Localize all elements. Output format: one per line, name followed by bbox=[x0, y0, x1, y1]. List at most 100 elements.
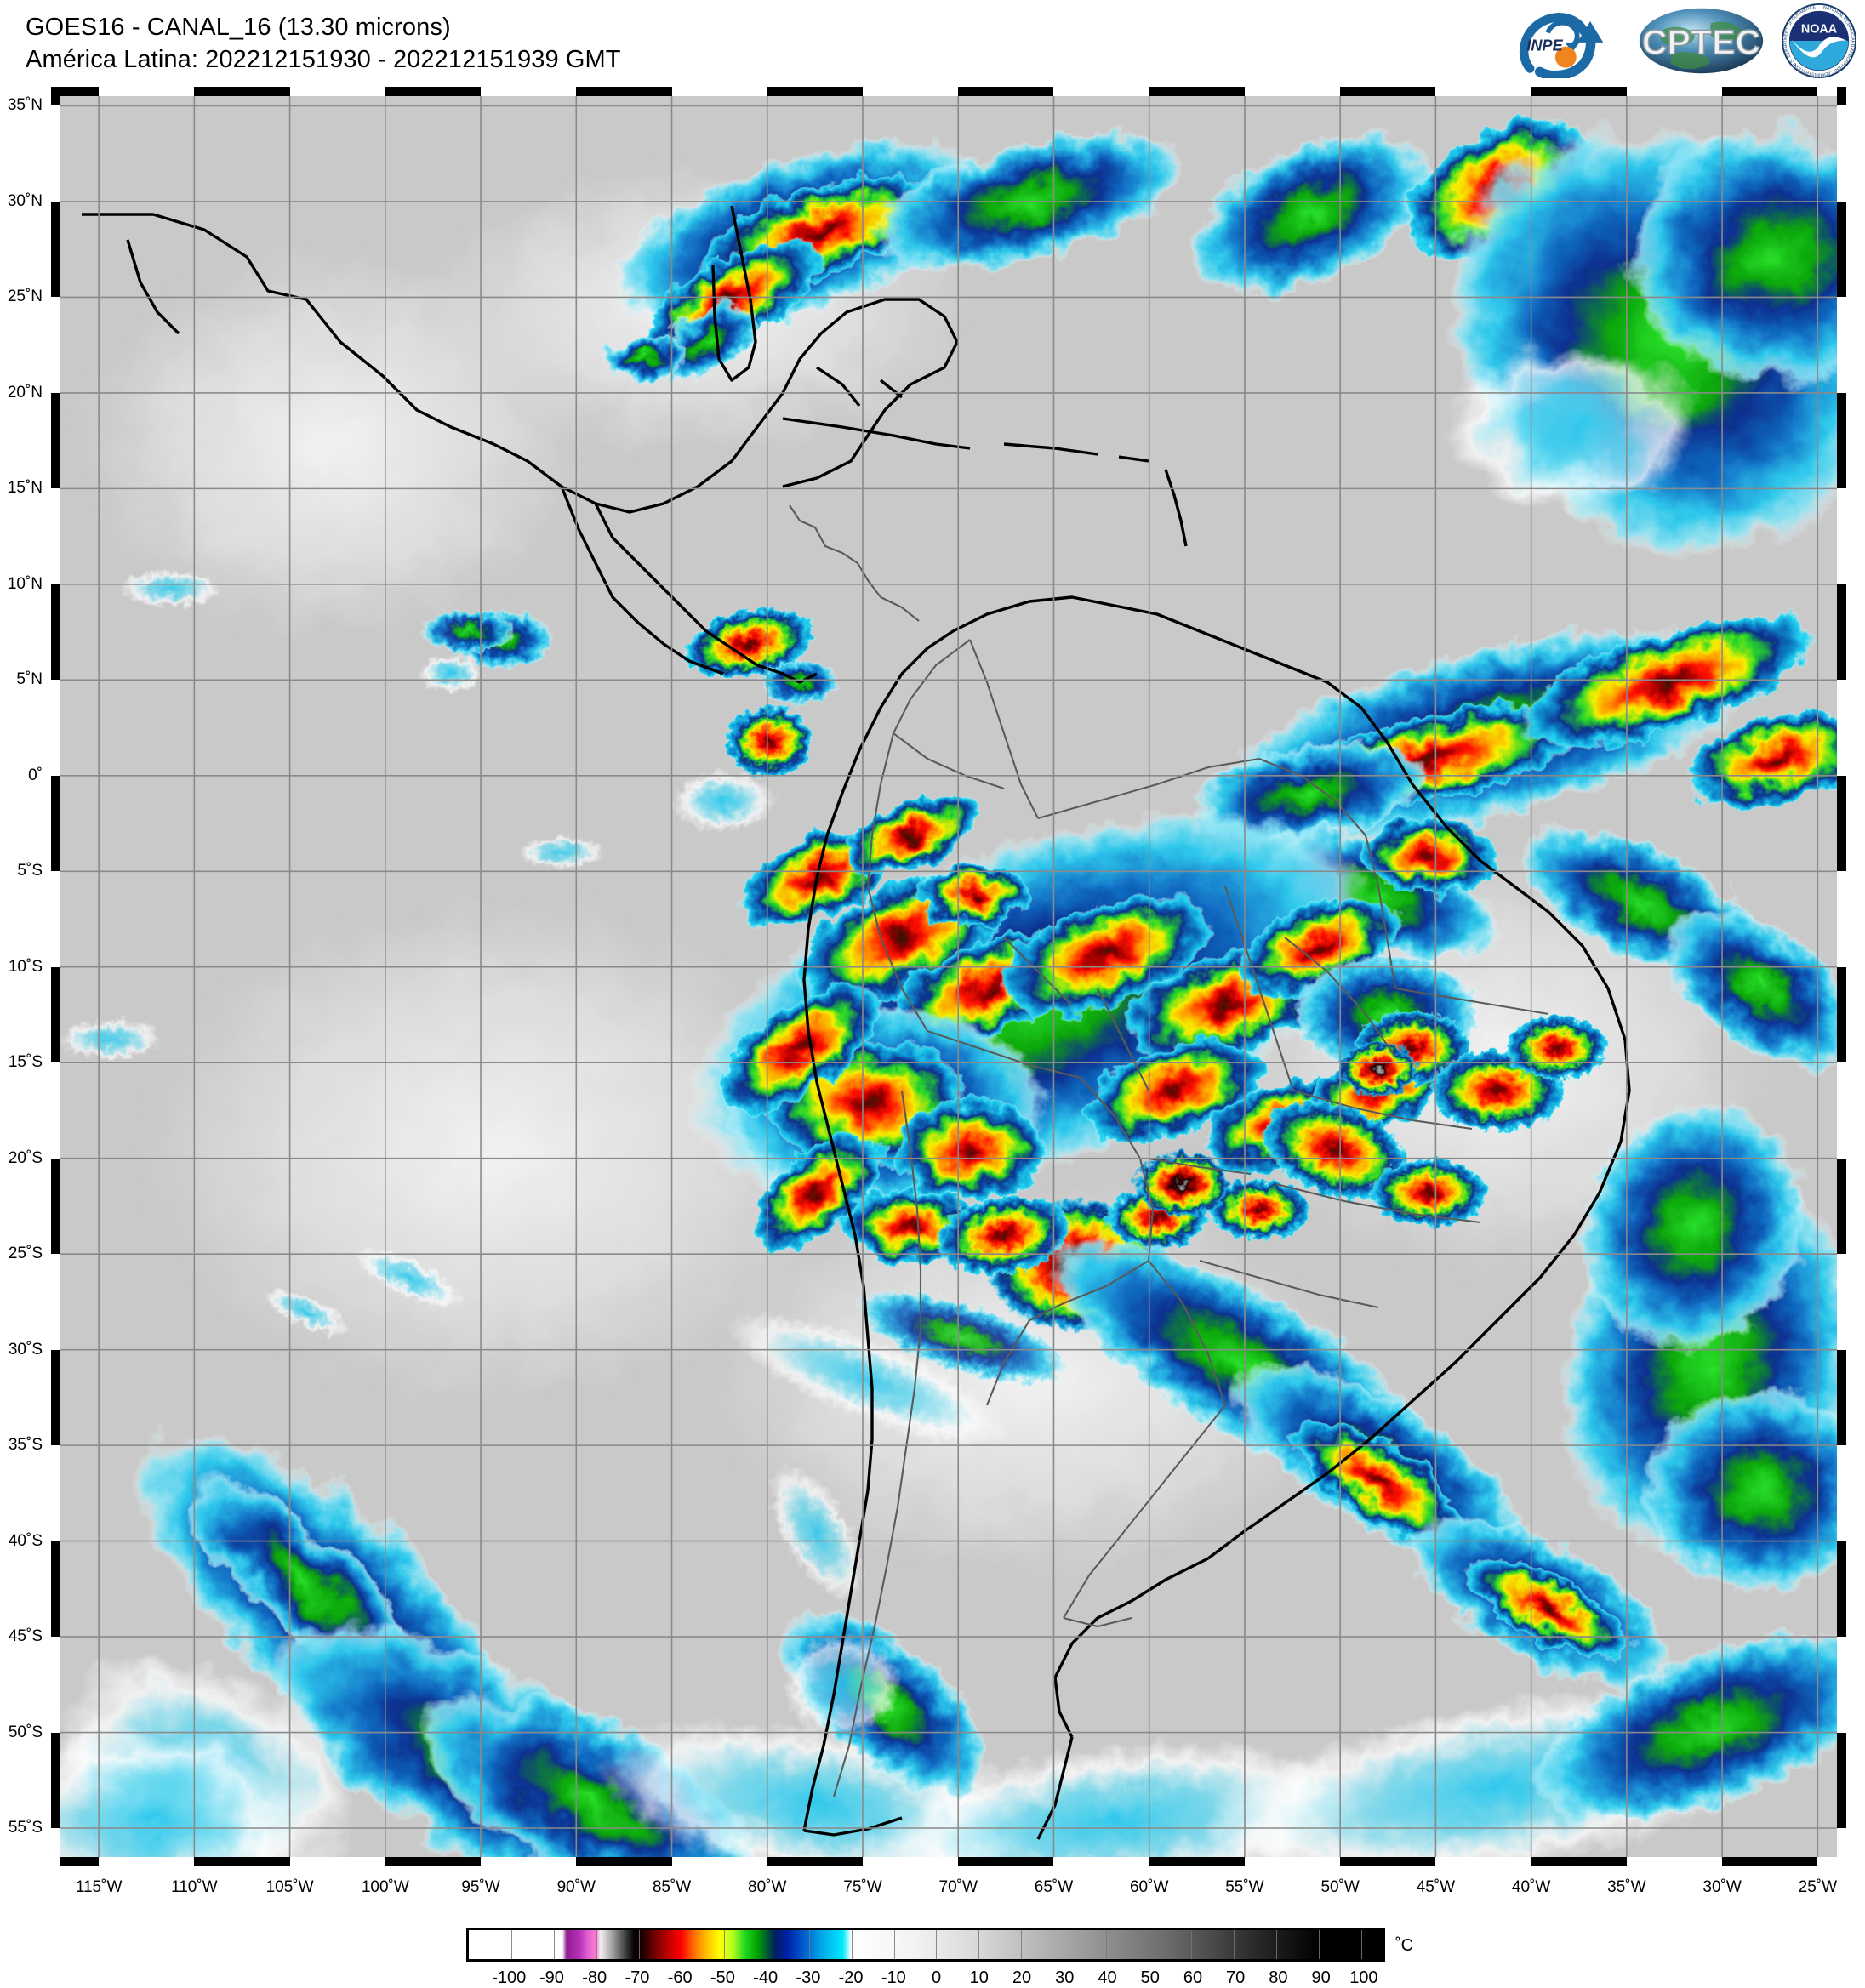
lon-tick-label: 35˚W bbox=[1607, 1878, 1646, 1896]
colorbar-tick-label: 60 bbox=[1183, 1968, 1203, 1987]
colorbar-gradient bbox=[469, 1930, 1383, 1959]
colorbar-tick-label: 20 bbox=[1012, 1968, 1032, 1987]
map-canvas[interactable] bbox=[51, 87, 1846, 1866]
colorbar-tick-label: 40 bbox=[1098, 1968, 1117, 1987]
lon-tick-label: 50˚W bbox=[1320, 1878, 1360, 1896]
lon-tick-label: 95˚W bbox=[461, 1878, 500, 1896]
lat-tick-label: 25˚S bbox=[8, 1245, 43, 1263]
colorbar-tick bbox=[978, 1930, 980, 1959]
noaa-center-text: NOAA bbox=[1801, 22, 1837, 36]
svg-text:CPTEC: CPTEC bbox=[1642, 22, 1760, 61]
colorbar-tick bbox=[936, 1930, 938, 1959]
lat-tick-label: 5˚N bbox=[16, 670, 43, 689]
satellite-map[interactable] bbox=[45, 81, 1852, 1872]
lon-tick-label: 70˚W bbox=[938, 1878, 978, 1896]
colorbar-tick bbox=[1021, 1930, 1023, 1959]
neatline-right bbox=[1837, 87, 1846, 1866]
lat-tick-label: 30˚N bbox=[7, 191, 43, 210]
lon-tick-label: 85˚W bbox=[652, 1878, 692, 1896]
colorbar-tick-label: -80 bbox=[582, 1968, 607, 1987]
lon-tick-label: 80˚W bbox=[748, 1878, 787, 1896]
lon-tick-label: 105˚W bbox=[265, 1878, 314, 1896]
header: GOES16 - CANAL_16 (13.30 microns) Améric… bbox=[0, 0, 1865, 82]
colorbar-tick-label: 10 bbox=[969, 1968, 989, 1987]
colorbar-tick-label: -100 bbox=[492, 1968, 527, 1987]
svg-text:INPE: INPE bbox=[1526, 37, 1563, 54]
lon-tick-label: 110˚W bbox=[171, 1878, 218, 1896]
lat-lon-graticule bbox=[51, 87, 1846, 1866]
colorbar-tick-label: 30 bbox=[1055, 1968, 1075, 1987]
cptec-logo: CPTEC bbox=[1639, 8, 1764, 74]
title-line-product: GOES16 - CANAL_16 (13.30 microns) bbox=[26, 14, 451, 41]
lat-tick-label: 10˚S bbox=[8, 957, 43, 976]
lat-tick-label: 15˚N bbox=[7, 479, 43, 498]
lon-tick-label: 75˚W bbox=[843, 1878, 882, 1896]
lon-tick-label: 100˚W bbox=[361, 1878, 409, 1896]
colorbar-tick bbox=[1361, 1930, 1363, 1959]
country-borders bbox=[789, 504, 1549, 1797]
noaa-logo: NOAA NATIONAL OCEANIC AND ATMOSPHERIC AD… bbox=[1782, 3, 1856, 78]
colorbar-tick-label: 50 bbox=[1140, 1968, 1160, 1987]
colorbar-tick bbox=[510, 1930, 512, 1959]
colorbar-tick-label: 0 bbox=[931, 1968, 942, 1987]
colorbar-tick bbox=[596, 1930, 597, 1959]
colorbar-tick bbox=[723, 1930, 725, 1959]
logo-row: INPE CPTEC NOAA bbox=[1515, 2, 1856, 80]
colorbar[interactable]: ˚C -100 -90 -80 -70 -60 -50 -40 -30 -20 -10 0 10 20 3… bbox=[0, 1916, 1865, 1987]
lon-tick-label: 30˚W bbox=[1702, 1878, 1742, 1896]
lat-tick-label: 40˚S bbox=[8, 1531, 43, 1550]
colorbar-tick-label: 100 bbox=[1349, 1968, 1378, 1987]
colorbar-tick bbox=[553, 1930, 555, 1959]
colorbar-tick-label: -60 bbox=[667, 1968, 693, 1987]
lon-tick-label: 115˚W bbox=[75, 1878, 123, 1896]
coastlines bbox=[82, 205, 1631, 1840]
lon-tick-label: 60˚W bbox=[1129, 1878, 1169, 1896]
colorbar-tick-label: 70 bbox=[1226, 1968, 1246, 1987]
neatline-bottom bbox=[51, 1857, 1846, 1866]
lon-tick-label: 25˚W bbox=[1798, 1878, 1838, 1896]
colorbar-unit-label: ˚C bbox=[1395, 1936, 1414, 1955]
colorbar-tick-label: -40 bbox=[753, 1968, 779, 1987]
title-line-region-time: América Latina: 202212151930 - 202212151… bbox=[26, 45, 621, 73]
lat-tick-label: 35˚S bbox=[8, 1436, 43, 1455]
coastline-and-border-layer bbox=[51, 87, 1846, 1866]
colorbar-tick-label: 80 bbox=[1269, 1968, 1288, 1987]
lon-tick-label: 45˚W bbox=[1416, 1878, 1456, 1896]
colorbar-tick-label: -10 bbox=[881, 1968, 906, 1987]
lat-tick-label: 30˚S bbox=[8, 1340, 43, 1359]
lat-tick-label: 45˚S bbox=[8, 1627, 43, 1646]
lon-tick-label: 55˚W bbox=[1225, 1878, 1264, 1896]
lat-tick-label: 25˚N bbox=[7, 288, 43, 306]
lon-tick-label: 40˚W bbox=[1511, 1878, 1551, 1896]
lat-tick-label: 20˚S bbox=[8, 1148, 43, 1167]
lon-tick-label: 90˚W bbox=[556, 1878, 596, 1896]
lat-tick-label: 15˚S bbox=[8, 1053, 43, 1072]
lat-tick-label: 5˚S bbox=[17, 862, 43, 880]
colorbar-tick bbox=[808, 1930, 810, 1959]
neatline-top bbox=[51, 87, 1846, 96]
lat-tick-label: 10˚N bbox=[7, 574, 43, 593]
lat-tick-label: 50˚S bbox=[8, 1723, 43, 1741]
lat-tick-label: 35˚N bbox=[7, 96, 43, 115]
colorbar-tick bbox=[1319, 1930, 1320, 1959]
colorbar-tick bbox=[638, 1930, 640, 1959]
colorbar-tick bbox=[1234, 1930, 1235, 1959]
colorbar-tick-label: -20 bbox=[838, 1968, 864, 1987]
colorbar-tick bbox=[893, 1930, 895, 1959]
colorbar-tick bbox=[851, 1930, 853, 1959]
colorbar-tick bbox=[1191, 1930, 1193, 1959]
colorbar-tick-label: -50 bbox=[710, 1968, 735, 1987]
colorbar-tick bbox=[1276, 1930, 1278, 1959]
colorbar-tick bbox=[1106, 1930, 1108, 1959]
colorbar-tick-label: 90 bbox=[1311, 1968, 1331, 1987]
lat-tick-label: 55˚S bbox=[8, 1819, 43, 1837]
colorbar-tick-label: -30 bbox=[796, 1968, 821, 1987]
lon-tick-label: 65˚W bbox=[1034, 1878, 1074, 1896]
lat-tick-label: 20˚N bbox=[7, 383, 43, 402]
colorbar-tick-label: -90 bbox=[539, 1968, 564, 1987]
lat-tick-label: 0˚ bbox=[28, 766, 43, 784]
colorbar-tick-label: -70 bbox=[625, 1968, 650, 1987]
title-block: GOES16 - CANAL_16 (13.30 microns) Améric… bbox=[26, 12, 621, 76]
colorbar-strip[interactable] bbox=[466, 1928, 1385, 1962]
neatline-left bbox=[51, 87, 60, 1866]
